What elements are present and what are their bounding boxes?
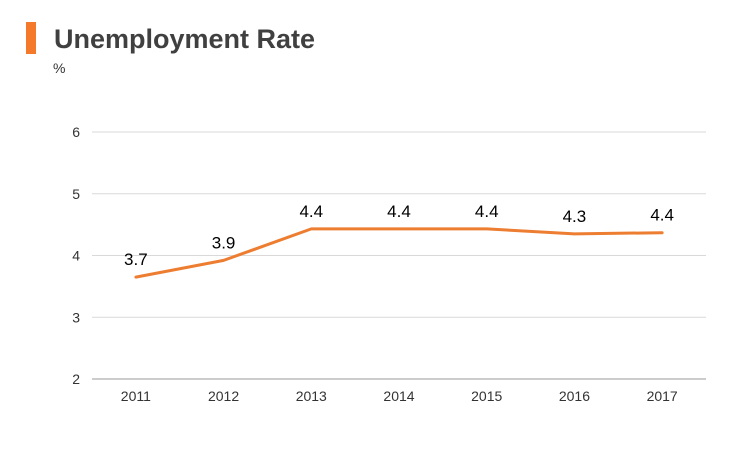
y-tick-label: 4 — [72, 248, 80, 264]
series-unemployment-rate — [134, 227, 664, 279]
y-axis-unit-label: % — [53, 60, 66, 76]
series-line — [134, 227, 664, 279]
x-tick-label: 2011 — [121, 388, 151, 404]
chart-title: Unemployment Rate — [54, 24, 316, 54]
data-label: 4.4 — [650, 206, 674, 225]
data-label: 4.4 — [475, 202, 499, 221]
gridlines — [92, 131, 706, 380]
y-tick-label: 3 — [72, 309, 80, 325]
data-label: 4.4 — [299, 202, 323, 221]
data-label: 3.9 — [212, 233, 236, 252]
x-tick-label: 2012 — [208, 388, 239, 404]
y-axis-ticks: 2 3 4 5 6 — [72, 124, 80, 387]
data-label: 4.4 — [387, 202, 411, 221]
y-tick-label: 5 — [72, 186, 80, 202]
title-accent-bar — [26, 22, 36, 54]
data-label: 3.7 — [124, 250, 148, 269]
x-tick-label: 2014 — [383, 388, 414, 404]
data-labels: 3.7 3.9 4.4 4.4 4.4 4.3 4.4 — [124, 202, 674, 269]
data-label: 4.3 — [563, 207, 587, 226]
y-tick-label: 2 — [72, 371, 80, 387]
x-tick-label: 2015 — [471, 388, 502, 404]
x-axis-ticks: 2011 2012 2013 2014 2015 2016 2017 — [121, 388, 678, 404]
x-tick-label: 2013 — [296, 388, 327, 404]
x-tick-label: 2017 — [647, 388, 678, 404]
y-tick-label: 6 — [72, 124, 80, 140]
x-tick-label: 2016 — [559, 388, 590, 404]
